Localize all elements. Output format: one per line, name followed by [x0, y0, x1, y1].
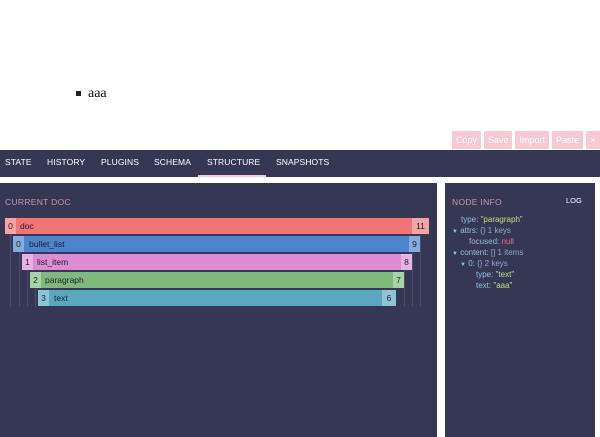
key: type: — [476, 270, 494, 279]
node-end-pos: 8 — [401, 254, 412, 270]
import-button[interactable]: Import — [515, 131, 549, 149]
pane-divider[interactable] — [437, 183, 445, 437]
tab-snapshots[interactable]: SNAPSHOTS — [276, 157, 330, 167]
value: "paragraph" — [480, 215, 523, 224]
indent-guide — [404, 269, 405, 307]
structure-node-paragraph[interactable]: 2 paragraph 7 — [30, 272, 404, 288]
key: 0: — [468, 259, 475, 268]
value: "text" — [495, 270, 515, 279]
expand-triangle-icon[interactable]: ▼ — [460, 262, 466, 268]
node-name: text — [54, 293, 68, 303]
editor-area[interactable]: aaa — [0, 0, 600, 150]
value: "aaa" — [493, 281, 513, 290]
node-end-pos: 9 — [409, 236, 420, 252]
node-content-line[interactable]: ▼ content: [] 1 items — [452, 247, 523, 260]
key: focused: — [469, 237, 500, 246]
value: null — [501, 237, 514, 246]
node-attrs-line[interactable]: ▼ attrs: {} 1 keys — [452, 225, 511, 238]
node-end-pos: 11 — [412, 218, 429, 234]
expand-triangle-icon[interactable]: ▼ — [452, 251, 458, 257]
bullet-marker — [76, 91, 81, 96]
node-content-item-line[interactable]: ▼ 0: {} 2 keys — [460, 258, 508, 271]
node-item-type-line: type: "text" — [476, 269, 514, 280]
node-name: bullet_list — [29, 239, 65, 249]
tab-state[interactable]: STATE — [5, 157, 32, 167]
indent-guide — [420, 233, 421, 307]
bullet-item-text[interactable]: aaa — [88, 86, 107, 101]
node-name: paragraph — [45, 275, 84, 285]
tab-schema[interactable]: SCHEMA — [154, 157, 191, 167]
node-name: doc — [20, 221, 34, 231]
tab-history[interactable]: HISTORY — [47, 157, 86, 167]
tab-plugins[interactable]: PLUGINS — [101, 157, 140, 167]
tab-structure[interactable]: STRUCTURE — [207, 157, 261, 167]
active-tab-indicator — [198, 175, 266, 177]
indent-guide — [19, 251, 20, 307]
meta: {} 2 keys — [477, 259, 508, 268]
node-info-pane — [445, 183, 600, 437]
structure-node-bullet-list[interactable]: 0 bullet_list 9 — [13, 236, 420, 252]
structure-title: CURRENT DOC — [5, 197, 71, 207]
node-end-pos: 6 — [382, 290, 396, 306]
scrollbar-track[interactable] — [595, 183, 600, 437]
indent-guide — [412, 251, 413, 307]
log-button[interactable]: LOG — [566, 196, 582, 205]
meta: {} 1 keys — [480, 226, 511, 235]
node-start-pos: 0 — [5, 218, 16, 234]
indent-guide — [10, 233, 11, 307]
copy-button[interactable]: Copy — [451, 131, 481, 149]
node-name: list_item — [37, 257, 69, 267]
structure-node-text[interactable]: 3 text 6 — [38, 290, 396, 306]
close-button[interactable]: × — [586, 131, 600, 149]
key: attrs: — [460, 226, 478, 235]
expand-triangle-icon[interactable]: ▼ — [452, 229, 458, 235]
node-start-pos: 1 — [22, 254, 33, 270]
key: type: — [461, 215, 479, 224]
save-button[interactable]: Save — [483, 131, 513, 149]
structure-node-doc[interactable]: 0 doc 11 — [5, 218, 429, 234]
node-type-line: type: "paragraph" — [461, 214, 523, 225]
node-focused-line: focused: null — [469, 236, 514, 247]
node-item-text-line: text: "aaa" — [476, 280, 512, 291]
key: text: — [476, 281, 492, 290]
indent-guide — [35, 287, 36, 307]
meta: [] 1 items — [490, 248, 524, 257]
key: content: — [460, 248, 489, 257]
devtools-actions: Copy Save Import Paste × — [451, 131, 600, 149]
node-end-pos: 7 — [393, 272, 404, 288]
node-start-pos: 3 — [38, 290, 49, 306]
structure-node-list-item[interactable]: 1 list_item 8 — [22, 254, 412, 270]
node-info-title: NODE INFO — [452, 197, 502, 207]
separator — [0, 177, 600, 183]
paste-button[interactable]: Paste — [551, 131, 583, 149]
node-start-pos: 2 — [30, 272, 41, 288]
tab-bar: STATE HISTORY PLUGINS SCHEMA STRUCTURE S… — [0, 150, 600, 177]
node-start-pos: 0 — [13, 236, 24, 252]
indent-guide — [27, 269, 28, 307]
